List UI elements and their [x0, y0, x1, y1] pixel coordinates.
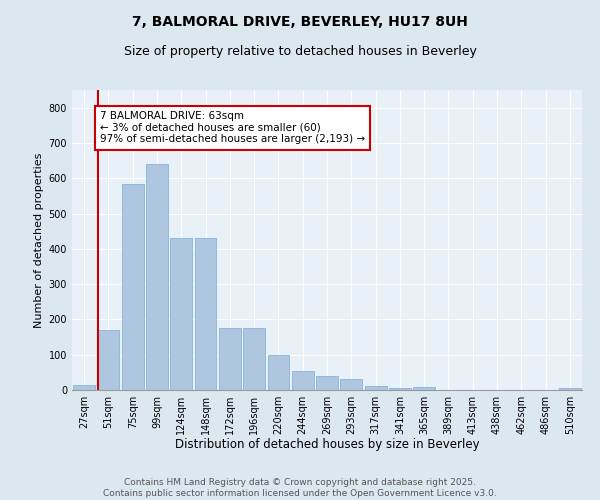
Bar [194, 238, 217, 390]
Text: Contains HM Land Registry data © Crown copyright and database right 2025.
Contai: Contains HM Land Registry data © Crown c… [103, 478, 497, 498]
Bar [559, 388, 581, 390]
Bar [268, 354, 289, 390]
Bar [170, 238, 192, 390]
Bar [122, 184, 143, 390]
Bar [340, 380, 362, 390]
Text: 7, BALMORAL DRIVE, BEVERLEY, HU17 8UH: 7, BALMORAL DRIVE, BEVERLEY, HU17 8UH [132, 15, 468, 29]
Bar [73, 384, 95, 390]
X-axis label: Distribution of detached houses by size in Beverley: Distribution of detached houses by size … [175, 438, 479, 452]
Bar [243, 328, 265, 390]
Bar [292, 370, 314, 390]
Bar [413, 387, 435, 390]
Text: Size of property relative to detached houses in Beverley: Size of property relative to detached ho… [124, 45, 476, 58]
Bar [365, 386, 386, 390]
Y-axis label: Number of detached properties: Number of detached properties [34, 152, 44, 328]
Text: 7 BALMORAL DRIVE: 63sqm
← 3% of detached houses are smaller (60)
97% of semi-det: 7 BALMORAL DRIVE: 63sqm ← 3% of detached… [100, 111, 365, 144]
Bar [146, 164, 168, 390]
Bar [389, 388, 411, 390]
Bar [219, 328, 241, 390]
Bar [316, 376, 338, 390]
Bar [97, 330, 119, 390]
